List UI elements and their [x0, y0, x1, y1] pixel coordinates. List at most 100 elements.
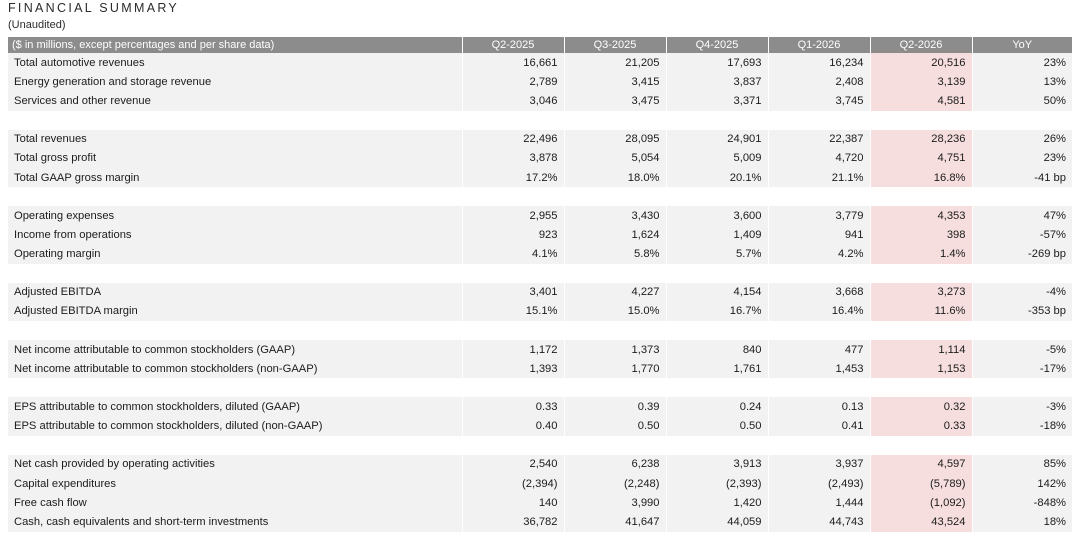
value-cell: 140	[462, 493, 565, 513]
value-cell: 5.8%	[564, 244, 667, 264]
yoy-cell: -41 bp	[972, 167, 1072, 188]
yoy-cell: -17%	[972, 359, 1072, 379]
column-header: ($ in millions, except percentages and p…	[8, 37, 463, 53]
table-body: Total automotive revenues 16,661 21,205 17,…	[8, 53, 1072, 532]
row-label: Operating margin	[8, 244, 463, 264]
yoy-cell: -5%	[972, 340, 1072, 360]
column-header: YoY	[972, 37, 1072, 53]
table-row: Total revenues 22,496 28,095 24,901 22,387 28…	[8, 129, 1072, 149]
row-label: Net income attributable to common stockh…	[8, 359, 463, 379]
yoy-cell: -57%	[972, 225, 1072, 245]
value-cell: 0.39	[564, 397, 667, 417]
value-cell: 3,913	[666, 454, 769, 474]
value-cell: (2,393)	[666, 474, 769, 494]
value-cell: 41,647	[564, 512, 667, 532]
value-cell: 3,779	[768, 206, 871, 226]
value-cell: 477	[768, 340, 871, 360]
value-cell: 44,743	[768, 512, 871, 532]
row-label: Net income attributable to common stockh…	[8, 340, 463, 360]
value-cell: 15.0%	[564, 301, 667, 322]
value-cell: 1,770	[564, 359, 667, 379]
value-cell: 1,153	[870, 359, 973, 379]
value-cell: 3,046	[462, 91, 565, 111]
value-cell: 28,236	[870, 129, 973, 149]
value-cell: 3,430	[564, 206, 667, 226]
value-cell: 3,139	[870, 72, 973, 92]
value-cell: 0.40	[462, 416, 565, 436]
table-row: Net income attributable to common stockh…	[8, 340, 1072, 360]
yoy-cell: 47%	[972, 206, 1072, 226]
value-cell: (2,394)	[462, 474, 565, 494]
value-cell: 3,745	[768, 91, 871, 111]
column-header: Q2-2025	[462, 37, 565, 53]
value-cell: 16,234	[768, 53, 871, 73]
row-label: Cash, cash equivalents and short-term in…	[8, 512, 463, 532]
page-subtitle: (Unaudited)	[8, 19, 66, 31]
value-cell: 0.50	[564, 416, 667, 436]
value-cell: 3,415	[564, 72, 667, 92]
table-header-row: ($ in millions, except percentages and p…	[8, 37, 1072, 53]
row-label: Total revenues	[8, 129, 463, 149]
value-cell: 1,624	[564, 225, 667, 245]
value-cell: 1,453	[768, 359, 871, 379]
row-label: Services and other revenue	[8, 91, 463, 111]
value-cell: 0.33	[462, 397, 565, 417]
row-label: Operating expenses	[8, 206, 463, 226]
table-row: Net cash provided by operating activitie…	[8, 454, 1072, 474]
value-cell: 3,273	[870, 282, 973, 302]
row-label: Capital expenditures	[8, 474, 463, 494]
value-cell: 1.4%	[870, 244, 973, 264]
value-cell: 22,387	[768, 129, 871, 149]
table-row: Operating margin 4.1% 5.8% 5.7% 4.2% 1.4% -269…	[8, 244, 1072, 264]
yoy-cell: 50%	[972, 91, 1072, 111]
value-cell: 4.2%	[768, 244, 871, 264]
value-cell: 2,955	[462, 206, 565, 226]
row-label: EPS attributable to common stockholders,…	[8, 397, 463, 417]
row-label: Total automotive revenues	[8, 53, 463, 73]
value-cell: 15.1%	[462, 301, 565, 322]
value-cell: 0.32	[870, 397, 973, 417]
yoy-cell: -269 bp	[972, 244, 1072, 264]
table-row: EPS attributable to common stockholders,…	[8, 397, 1072, 417]
value-cell: 4.1%	[462, 244, 565, 264]
value-cell: 840	[666, 340, 769, 360]
column-header: Q1-2026	[768, 37, 871, 53]
value-cell: 20,516	[870, 53, 973, 73]
value-cell: (2,493)	[768, 474, 871, 494]
group-spacer	[8, 321, 1072, 341]
value-cell: 21.1%	[768, 167, 871, 188]
value-cell: 923	[462, 225, 565, 245]
column-header: Q4-2025	[666, 37, 769, 53]
value-cell: 4,154	[666, 282, 769, 302]
column-header: Q2-2026	[870, 37, 973, 53]
value-cell: 16,661	[462, 53, 565, 73]
yoy-cell: -18%	[972, 416, 1072, 436]
value-cell: 1,420	[666, 493, 769, 513]
value-cell: 22,496	[462, 129, 565, 149]
value-cell: 6,238	[564, 454, 667, 474]
value-cell: 3,990	[564, 493, 667, 513]
table-row: Total automotive revenues 16,661 21,205 17,…	[8, 53, 1072, 73]
table-row: Total GAAP gross margin 17.2% 18.0% 20.1% 21…	[8, 167, 1072, 188]
value-cell: 17.2%	[462, 167, 565, 188]
value-cell: 0.50	[666, 416, 769, 436]
table-row: Operating expenses 2,955 3,430 3,600 3,779 4,…	[8, 206, 1072, 226]
table-row: Income from operations 923 1,624 1,409 941 39…	[8, 225, 1072, 245]
group-spacer	[8, 263, 1072, 283]
value-cell: 1,393	[462, 359, 565, 379]
row-label: Energy generation and storage revenue	[8, 72, 463, 92]
row-label: EPS attributable to common stockholders,…	[8, 416, 463, 436]
value-cell: 2,408	[768, 72, 871, 92]
yoy-cell: -4%	[972, 282, 1072, 302]
value-cell: 17,693	[666, 53, 769, 73]
table-row: Adjusted EBITDA margin 15.1% 15.0% 16.7% 16.…	[8, 301, 1072, 322]
value-cell: 3,668	[768, 282, 871, 302]
table-row: Total gross profit 3,878 5,054 5,009 4,720 4,…	[8, 148, 1072, 168]
yoy-cell: 142%	[972, 474, 1072, 494]
group-spacer	[8, 110, 1072, 130]
table-row: Capital expenditures (2,394) (2,248) (2,393…	[8, 474, 1072, 494]
yoy-cell: 18%	[972, 512, 1072, 532]
value-cell: 1,114	[870, 340, 973, 360]
yoy-cell: -353 bp	[972, 301, 1072, 322]
value-cell: 941	[768, 225, 871, 245]
